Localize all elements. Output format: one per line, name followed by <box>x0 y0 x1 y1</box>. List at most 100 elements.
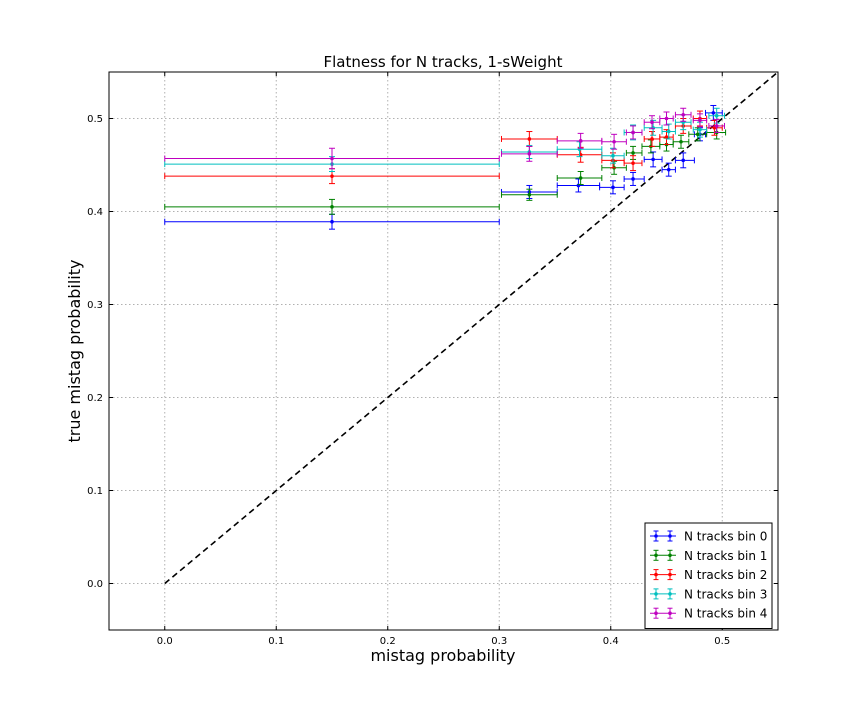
data-point <box>601 147 625 164</box>
legend-item: N tracks bin 0 <box>650 530 767 544</box>
legend-label: N tracks bin 2 <box>684 568 767 582</box>
data-point <box>643 131 661 147</box>
marker <box>714 124 719 128</box>
marker <box>651 157 655 162</box>
marker <box>650 137 654 141</box>
marker <box>681 158 686 163</box>
legend-box <box>644 522 773 629</box>
y-tick-label: 0.1 <box>87 486 103 497</box>
y-tick-label: 0.2 <box>87 393 103 404</box>
series-layer <box>164 104 727 230</box>
legend-swatch-marker <box>668 534 672 538</box>
y-axis-title: true mistag probability <box>65 260 84 443</box>
marker <box>666 167 671 172</box>
marker <box>631 151 635 155</box>
chart-title: Flatness for N tracks, 1-sWeight <box>324 53 563 71</box>
series-4 <box>164 107 725 170</box>
marker <box>330 219 334 224</box>
data-point <box>643 115 661 130</box>
x-tick-label: 0.0 <box>157 636 173 647</box>
data-point <box>164 213 500 230</box>
data-point <box>599 180 625 195</box>
marker <box>330 156 334 161</box>
legend-item: N tracks bin 3 <box>650 587 767 601</box>
data-point <box>708 118 725 133</box>
legend-item: N tracks bin 4 <box>650 607 767 621</box>
legend-swatch-marker <box>668 592 672 596</box>
legend-label: N tracks bin 1 <box>684 549 767 563</box>
marker <box>650 120 654 125</box>
legend-item: N tracks bin 2 <box>650 568 767 582</box>
tick-layer: 0.0 0.1 0.2 0.3 0.4 0.5 0.0 0.1 0.2 0.3 0.4 0.5 <box>87 72 778 647</box>
data-point <box>659 111 674 126</box>
x-axis-title: mistag probability <box>370 646 515 665</box>
x-tick-label: 0.4 <box>603 636 619 647</box>
marker <box>527 152 532 156</box>
legend-label: N tracks bin 0 <box>684 530 767 544</box>
marker <box>681 112 686 117</box>
marker <box>711 111 716 115</box>
data-point <box>500 131 558 147</box>
plot-area-frame <box>108 71 779 631</box>
data-point <box>556 171 603 186</box>
data-point <box>556 178 601 193</box>
data-point <box>674 107 692 122</box>
x-tick-label: 0.5 <box>714 636 730 647</box>
data-point <box>623 171 645 186</box>
legend-swatch-marker <box>668 572 672 577</box>
marker <box>664 116 669 121</box>
marker <box>695 132 700 137</box>
marker <box>631 177 635 181</box>
y-tick-label: 0.5 <box>87 114 103 125</box>
data-point <box>674 152 695 169</box>
data-point <box>164 198 500 215</box>
marker <box>578 139 583 143</box>
reference-diagonal-line <box>164 71 779 585</box>
marker <box>698 127 702 132</box>
marker <box>666 129 671 134</box>
marker <box>578 176 583 180</box>
marker <box>631 130 635 135</box>
legend-swatch-marker <box>668 553 672 558</box>
series-2 <box>164 110 723 185</box>
marker <box>527 137 532 141</box>
legend-label: N tracks bin 4 <box>684 607 767 621</box>
marker <box>631 161 635 165</box>
data-point <box>692 113 708 128</box>
data-point <box>623 155 643 172</box>
marker <box>330 174 334 178</box>
marker <box>664 135 669 139</box>
x-tick-label: 0.1 <box>268 636 284 647</box>
data-point <box>672 134 690 149</box>
marker <box>611 185 615 190</box>
data-point <box>500 145 558 162</box>
y-tick-label: 0.0 <box>87 579 103 590</box>
legend-swatch-marker <box>654 534 658 538</box>
x-tick-label: 0.3 <box>491 636 507 647</box>
legend-label: N tracks bin 3 <box>684 587 767 601</box>
data-point <box>164 147 500 170</box>
data-point <box>643 151 663 168</box>
data-point <box>625 125 643 140</box>
data-point <box>601 133 627 150</box>
marker <box>698 118 702 123</box>
data-point <box>500 188 558 201</box>
legend-swatch-marker <box>654 592 658 596</box>
data-point <box>164 168 500 185</box>
legend-item: N tracks bin 1 <box>650 549 767 563</box>
data-point <box>661 123 676 140</box>
marker <box>714 113 719 118</box>
legend-swatch-marker <box>654 553 658 558</box>
data-point <box>661 162 676 177</box>
series-0 <box>164 104 723 230</box>
marker <box>612 139 616 144</box>
series-3 <box>164 107 725 173</box>
legend-swatch-marker <box>654 611 658 615</box>
data-point <box>705 104 723 121</box>
legend: N tracks bin 0 N tracks bin 1 N tracks bin… <box>644 522 773 629</box>
data-point <box>625 145 643 160</box>
marker <box>611 153 615 158</box>
series-1 <box>164 125 727 215</box>
y-tick-label: 0.3 <box>87 300 103 311</box>
legend-swatch-marker <box>654 572 658 577</box>
